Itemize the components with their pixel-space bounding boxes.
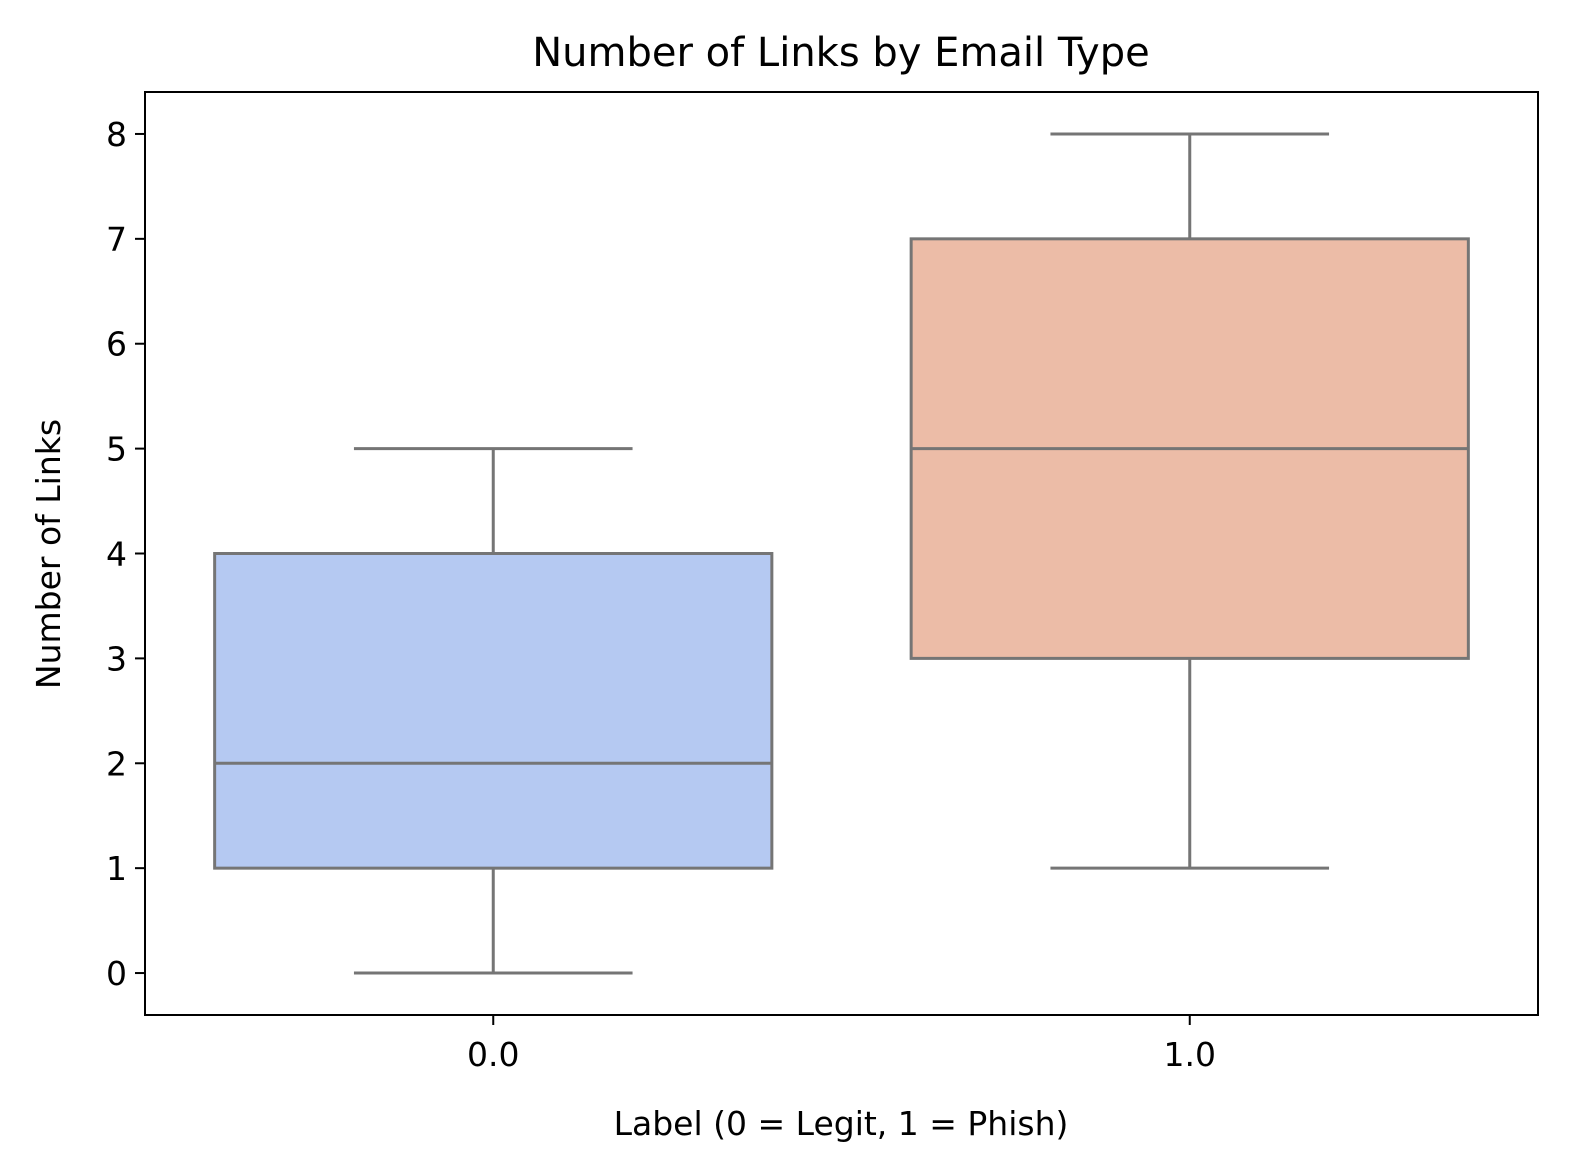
x-tick-label: 1.0	[1164, 1035, 1216, 1074]
y-axis-label: Number of Links	[29, 419, 68, 689]
y-tick-label: 5	[106, 430, 127, 469]
y-tick-label: 7	[106, 220, 127, 259]
plot-area	[213, 132, 1470, 975]
chart-title: Number of Links by Email Type	[532, 30, 1149, 76]
x-tick-label: 0.0	[467, 1035, 519, 1074]
box-group-1	[909, 132, 1470, 870]
x-axis-label: Label (0 = Legit, 1 = Phish)	[614, 1104, 1069, 1143]
y-tick-label: 0	[106, 954, 127, 993]
y-tick-label: 1	[106, 849, 127, 888]
y-tick-label: 4	[106, 535, 127, 574]
y-tick-label: 3	[106, 639, 127, 678]
iqr-box	[213, 552, 774, 870]
x-axis: 0.0 1.0	[467, 1015, 1216, 1074]
y-tick-label: 2	[106, 744, 127, 783]
y-tick-label: 8	[106, 115, 127, 154]
box-group-0	[213, 447, 774, 975]
y-tick-label: 6	[106, 325, 127, 364]
y-axis: 0 1 2 3 4 5 6 7 8	[106, 115, 145, 993]
